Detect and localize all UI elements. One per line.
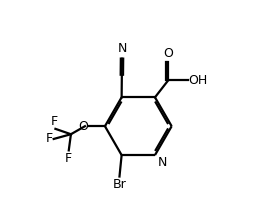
Text: O: O (78, 120, 88, 133)
Text: N: N (158, 156, 167, 169)
Text: F: F (65, 152, 72, 165)
Text: O: O (163, 47, 173, 60)
Text: OH: OH (188, 74, 207, 87)
Text: F: F (51, 115, 58, 128)
Text: N: N (117, 42, 127, 55)
Text: Br: Br (113, 178, 126, 191)
Text: F: F (46, 133, 53, 145)
